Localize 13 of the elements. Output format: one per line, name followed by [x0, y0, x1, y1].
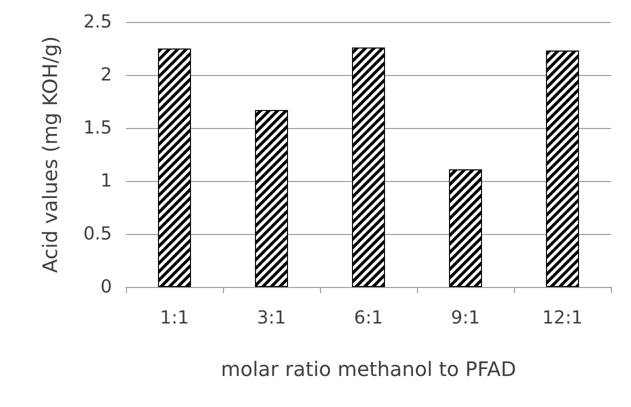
- x-tick-label: 6:1: [354, 308, 383, 328]
- y-axis-title: Acid values (mg KOH/g): [38, 36, 62, 273]
- x-tick-label: 3:1: [257, 308, 286, 328]
- y-tick-label: 0.5: [83, 224, 112, 244]
- y-tick-label: 1: [100, 170, 112, 192]
- y-tick-label: 2.5: [83, 12, 112, 32]
- x-tick-label: 9:1: [451, 308, 480, 328]
- x-tick-label: 12:1: [542, 308, 583, 328]
- y-tick-label: 0: [100, 276, 112, 298]
- x-tick-label: 1:1: [160, 308, 189, 328]
- y-tick-label: 1.5: [83, 118, 112, 138]
- y-tick-label: 2: [100, 64, 112, 86]
- x-axis-title: molar ratio methanol to PFAD: [220, 357, 516, 381]
